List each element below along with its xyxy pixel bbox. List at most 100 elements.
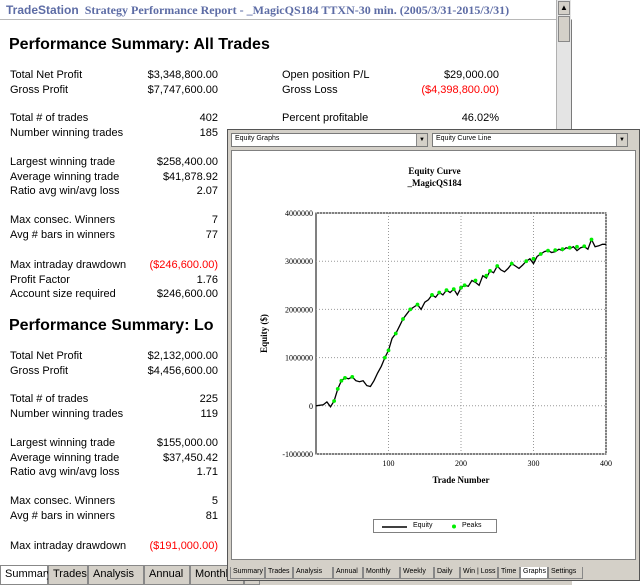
stat-value: ($4,398,800.00) <box>421 84 499 96</box>
graph-tab-settings[interactable]: Settings <box>548 567 583 579</box>
y-tick-label: 1000000 <box>285 354 313 363</box>
report-tab-summary[interactable]: Summary <box>0 566 52 585</box>
peak-point <box>553 248 558 253</box>
stat-value: ($191,000.00) <box>149 540 219 552</box>
graph-tab-time[interactable]: Time <box>498 567 520 579</box>
report-tab-annual[interactable]: Annual <box>144 566 190 585</box>
peak-point <box>531 256 536 261</box>
graph-tab-monthly[interactable]: Monthly <box>363 567 400 579</box>
stat-value: $41,878.92 <box>162 171 218 183</box>
stat-value: 5 <box>211 495 218 507</box>
stat-label: Ratio avg win/avg loss <box>10 185 120 197</box>
peak-point <box>408 307 413 312</box>
stat-label: Total # of trades <box>10 112 89 124</box>
stat-value: $2,132,000.00 <box>147 350 218 362</box>
graph-tab-graphs[interactable]: Graphs <box>520 567 548 579</box>
peak-point <box>582 244 587 249</box>
stat-label: Account size required <box>10 288 116 300</box>
stat-label: Max consec. Winners <box>10 495 116 507</box>
stat-label: Total Net Profit <box>10 69 83 81</box>
y-tick-label: 2000000 <box>285 305 313 314</box>
graph-style-dropdown[interactable]: Equity Curve Line ▼ <box>432 133 628 147</box>
report-tab-analysis[interactable]: Analysis <box>88 566 144 585</box>
stat-label: Largest winning trade <box>10 156 116 168</box>
graph-style-value: Equity Curve Line <box>436 135 492 142</box>
peak-point <box>462 283 467 288</box>
legend-peaks-label: Peaks <box>462 522 482 529</box>
stat-value: 77 <box>205 229 218 241</box>
y-tick-label: -1000000 <box>282 450 313 459</box>
chevron-down-icon[interactable]: ▼ <box>416 134 427 146</box>
graph-tab-trades[interactable]: Trades <box>265 567 293 579</box>
graph-tab-weekly[interactable]: Weekly <box>400 567 434 579</box>
stat-value: $3,348,800.00 <box>147 69 218 81</box>
y-axis-title: Equity ($) <box>259 314 269 353</box>
peak-point <box>546 248 550 253</box>
stat-label: Profit Factor <box>10 274 70 286</box>
stat-label: Max consec. Winners <box>10 214 116 226</box>
report-tab-trades[interactable]: Trades <box>48 566 88 585</box>
stat-value: 402 <box>199 112 218 124</box>
graph-tab-win-loss[interactable]: Win | Loss <box>460 567 498 579</box>
peak-point <box>430 293 434 297</box>
graph-tab-annual[interactable]: Annual <box>333 567 363 579</box>
report-title-app: TradeStation <box>6 3 79 17</box>
graph-tab-summary[interactable]: Summary <box>230 567 265 579</box>
stat-value: 1.76 <box>196 274 218 286</box>
x-axis-title: Trade Number <box>432 475 489 485</box>
peak-point <box>495 264 500 268</box>
peak-point <box>567 245 572 250</box>
stat-value: $4,456,600.00 <box>147 365 218 377</box>
stat-label: Gross Profit <box>10 365 69 377</box>
stat-value: ($246,600.00) <box>149 259 219 271</box>
equity-curve-chart: -1000000 0 1000000 2000000 3000000 4000000 100… <box>259 209 612 485</box>
peak-point <box>437 290 442 295</box>
chart-subtitle: _MagicQS184 <box>407 178 462 188</box>
stat-label: Open position P/L <box>282 69 370 81</box>
stat-value: 81 <box>205 510 218 522</box>
stat-label: Ratio avg win/avg loss <box>10 466 120 478</box>
stat-value: 225 <box>199 393 218 405</box>
peak-point <box>386 348 391 353</box>
graph-tab-daily[interactable]: Daily <box>434 567 460 579</box>
peak-point <box>488 268 492 273</box>
y-tick-label: 0 <box>309 402 313 411</box>
stat-value: 185 <box>199 127 218 139</box>
stat-value: 7 <box>211 214 218 226</box>
peak-point <box>459 285 463 290</box>
stat-label: Number winning trades <box>10 408 124 420</box>
stat-label: Gross Profit <box>10 84 69 96</box>
stat-label: Percent profitable <box>282 112 369 124</box>
stat-value: 2.07 <box>196 185 218 197</box>
section-title-all-trades: Performance Summary: All Trades <box>9 36 270 53</box>
x-tick-label: 400 <box>600 459 612 468</box>
stat-value: $258,400.00 <box>156 156 218 168</box>
stat-value: 1.71 <box>196 466 218 478</box>
scroll-thumb[interactable] <box>558 16 570 42</box>
peak-point <box>538 252 543 256</box>
peak-point <box>560 247 565 252</box>
peak-point <box>451 287 456 292</box>
stat-label: Number winning trades <box>10 127 124 139</box>
peak-point <box>350 374 355 379</box>
chart-canvas: Equity Curve _MagicQS184 -1000000 0 100000… <box>231 150 636 560</box>
peak-point <box>401 317 405 321</box>
peak-point <box>444 288 449 293</box>
peak-point <box>339 378 344 383</box>
graph-tab-analysis[interactable]: Analysis <box>293 567 333 579</box>
section-title-long-trades: Performance Summary: Lo <box>9 317 214 334</box>
peak-point <box>393 331 398 336</box>
scroll-up-arrow-icon[interactable]: ▲ <box>558 1 570 15</box>
x-tick-label: 200 <box>455 459 467 468</box>
peak-point <box>524 259 529 264</box>
peak-point <box>382 355 387 360</box>
stat-label: Gross Loss <box>282 84 338 96</box>
x-tick-label: 300 <box>528 459 540 468</box>
equity-series-line <box>315 237 606 408</box>
stat-value: 119 <box>200 408 218 420</box>
stat-label: Max intraday drawdown <box>10 259 127 271</box>
graph-type-dropdown[interactable]: Equity Graphs ▼ <box>231 133 428 147</box>
stat-label: Average winning trade <box>10 452 120 464</box>
chevron-down-icon[interactable]: ▼ <box>616 134 627 146</box>
stat-label: Avg # bars in winners <box>10 229 115 241</box>
